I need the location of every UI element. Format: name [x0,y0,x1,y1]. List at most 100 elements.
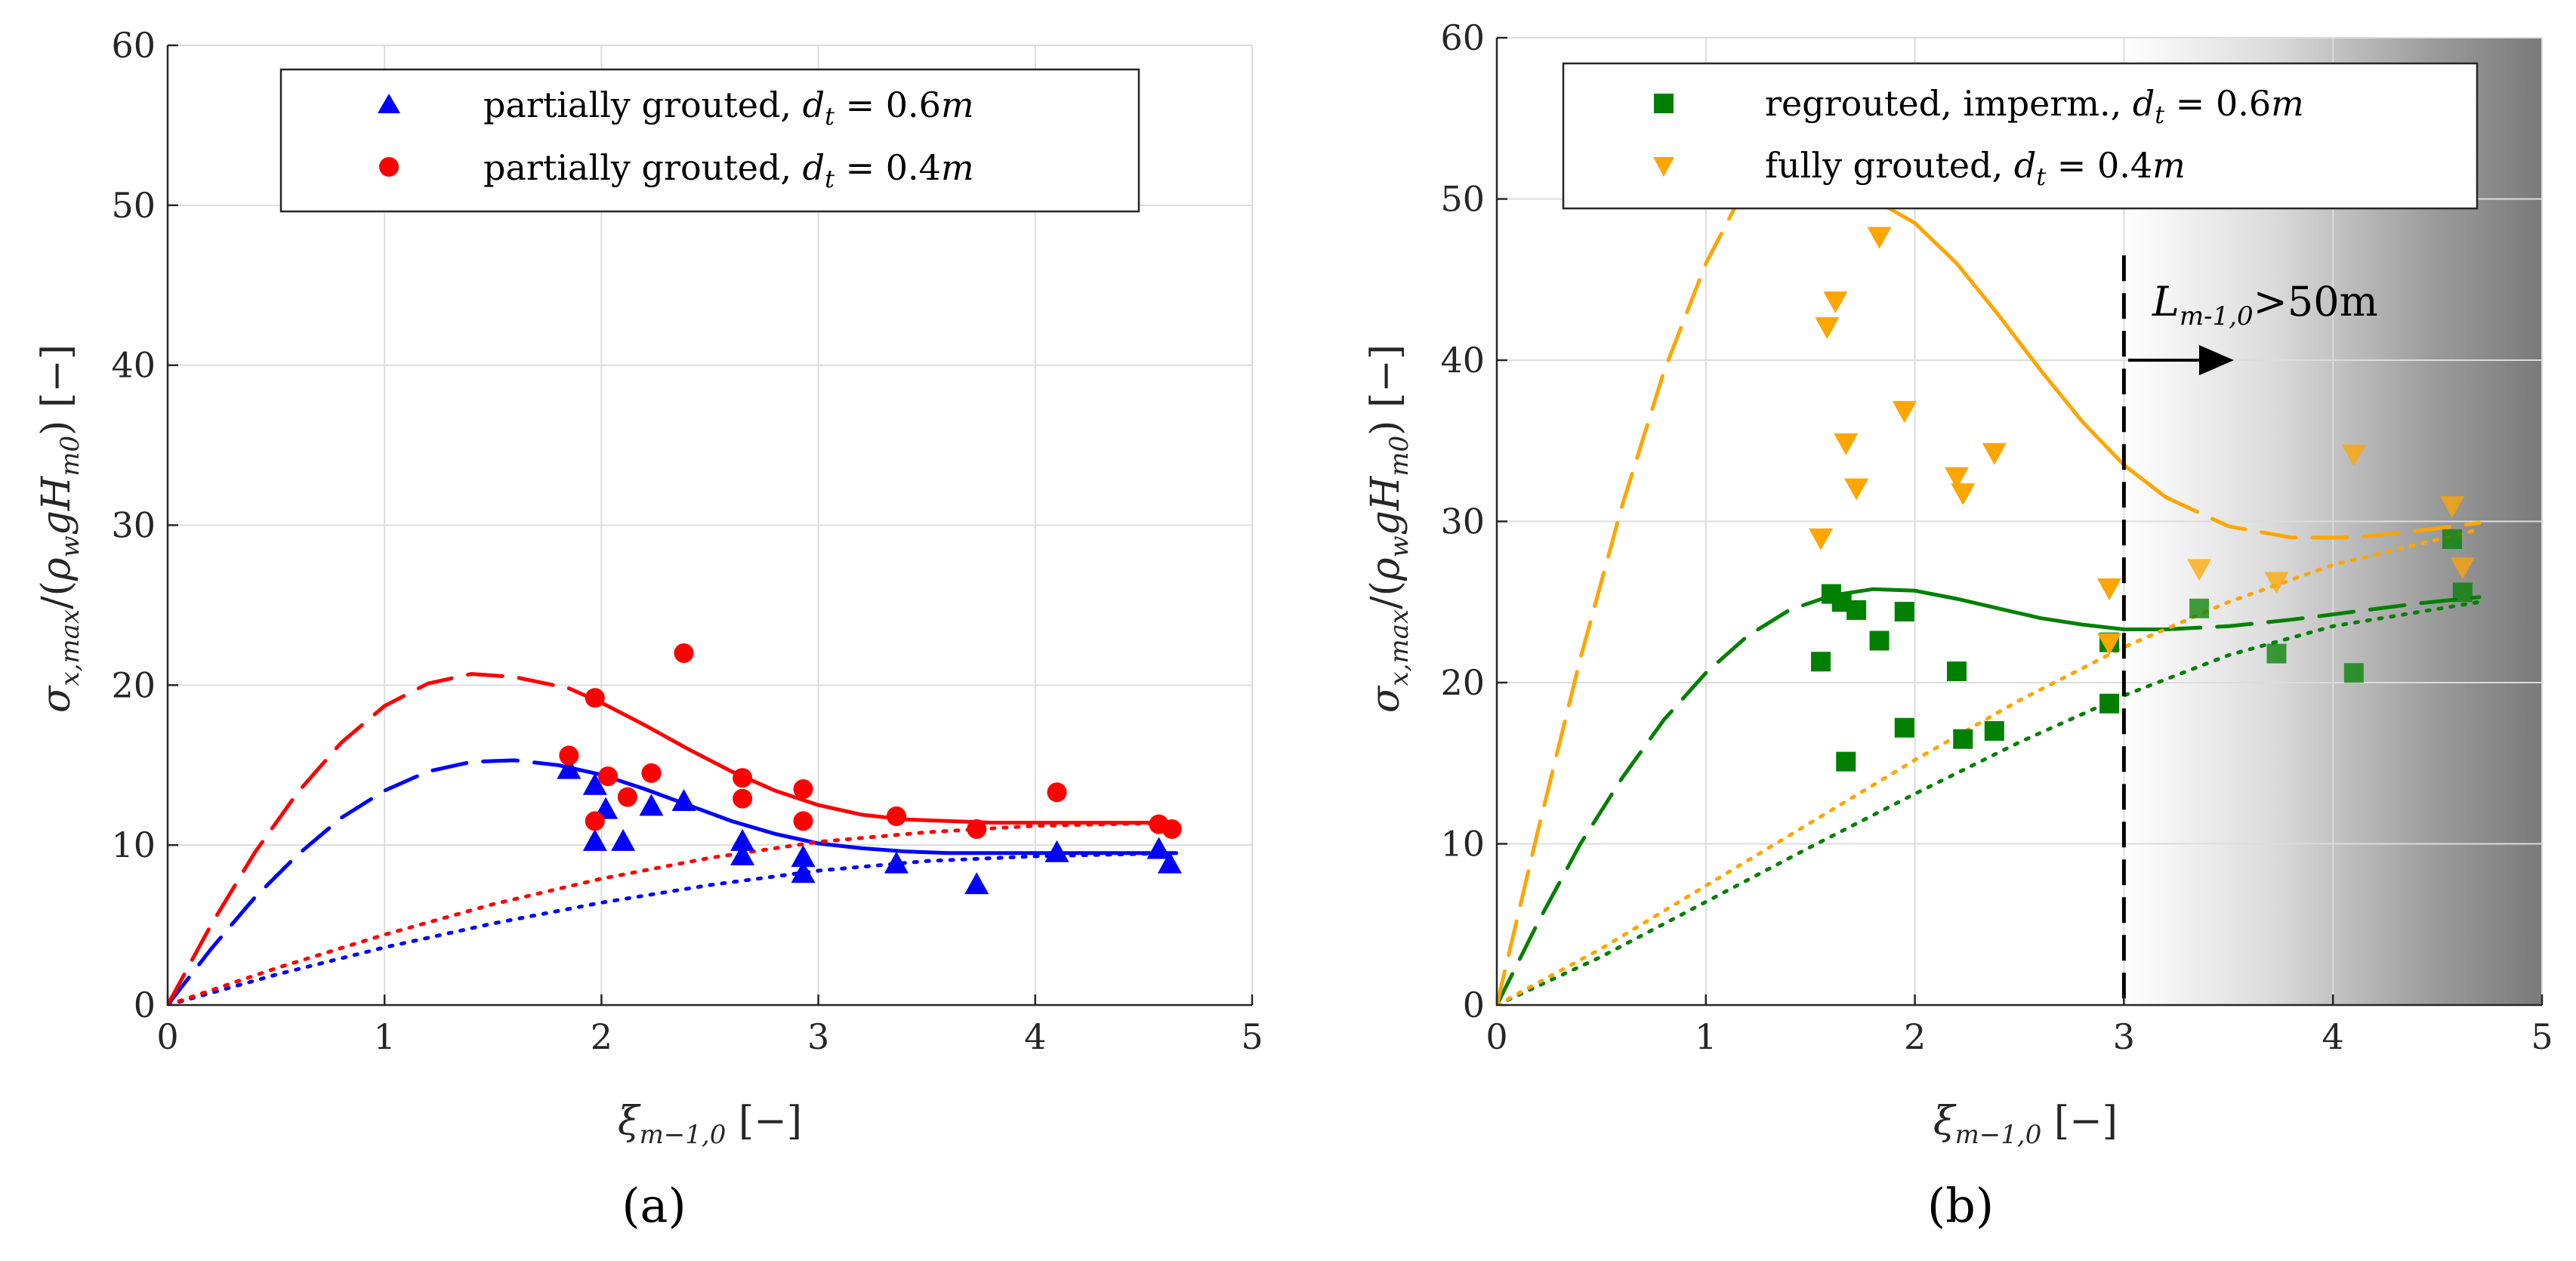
data-point [617,787,637,807]
tick-label-x: 5 [2531,1016,2553,1057]
tick-label-x: 5 [1241,1016,1263,1057]
panel-a-xlabel: ξm−1,0 [−] [618,1099,802,1150]
data-point [559,745,579,766]
data-point [2343,663,2364,683]
data-point [1836,751,1856,772]
data-point [2097,633,2122,655]
data-point [1162,819,1182,839]
data-point [884,851,909,874]
panel-b-label: (b) [1927,1178,1994,1233]
legend-marker-triangle-down [1653,157,1674,177]
legend-marker-square [1654,94,1674,113]
arrow-right-icon [2199,345,2234,375]
panel-a-legend: partially grouted, dt = 0.6m partially g… [279,68,1140,213]
data-point [582,828,607,851]
data-point [1892,401,1917,424]
tick-label-y: 0 [1463,985,1485,1025]
tick-label-x: 1 [1695,1016,1717,1057]
panel-a-label: (a) [622,1178,686,1233]
data-point [793,779,813,800]
data-point [1044,840,1069,862]
tick-label-y: 0 [134,985,156,1025]
fit-curve-dashed-1 [168,671,571,1005]
data-point [1811,652,1831,672]
data-point [2442,529,2462,549]
data-point [1047,782,1067,803]
tick-label-x: 4 [2322,1016,2344,1057]
tick-label-x: 0 [1485,1016,1507,1057]
legend-entry-green: regrouted, imperm., dt = 0.6m [1765,83,2304,129]
fit-curve-dashed-0 [1497,594,1834,1005]
data-point [730,828,755,851]
panel-a-axes [166,44,1254,1007]
panel-b-data-points [1809,227,2475,772]
data-point [1951,483,1976,506]
annotation-text: Lm-1,0>50m [2152,278,2378,331]
data-point [1157,851,1182,874]
data-point [671,788,696,811]
data-point [733,788,753,809]
fit-curve-solid-0 [1829,587,2168,631]
legend-entry-blue: partially grouted, dt = 0.6m [483,85,974,131]
panel-a-ylabel: σx,max/(ρwgHm0) [−] [34,344,85,713]
data-point [967,819,987,839]
data-point [585,811,605,831]
data-point [641,763,662,783]
tick-label-x: 0 [156,1016,178,1057]
legend-marker-triangle-up [378,94,400,113]
tick-label-y: 10 [1440,824,1485,865]
panel-b-legend-box [1562,62,2479,210]
data-point [1984,721,2004,741]
fit-curve-dashed-1 [1497,180,1750,1005]
data-point [1844,478,1869,501]
data-point [1809,528,1834,550]
fit-curve-dotted-0 [168,851,1178,1005]
data-point [1894,602,1914,622]
data-point [1869,630,1890,651]
tick-label-y: 20 [111,664,156,705]
data-point [1944,467,1969,489]
tick-label-y: 60 [1440,17,1485,58]
data-point [730,843,755,865]
data-point [2264,572,2289,594]
data-point [2097,578,2122,601]
tick-label-y: 50 [1440,179,1485,220]
data-point [791,845,816,868]
tick-label-x: 2 [591,1016,612,1057]
fit-curve-dashed-tail-1 [2164,495,2482,540]
panel-a-data-points [557,643,1182,895]
data-point [1834,433,1859,455]
legend-entry-orange: fully grouted, dt = 0.4m [1765,145,2186,191]
legend-marker-circle [379,157,399,177]
data-point [674,643,694,663]
fit-curve-solid-0 [556,763,1178,856]
data-point [1894,717,1914,738]
tick-label-y: 30 [111,505,156,546]
data-point [1846,600,1867,620]
data-point [2439,496,2464,519]
data-point [2266,643,2287,664]
legend-entry-red: partially grouted, dt = 0.4m [483,147,974,193]
fit-curve-solid-1 [566,686,1178,825]
fit-curve-dashed-0 [168,758,560,1005]
tick-label-y: 20 [1440,662,1485,703]
panel-b-axes [1495,36,2544,1007]
data-point [793,811,813,831]
tick-label-x: 2 [1904,1016,1926,1057]
fit-curve-dashed-tail-0 [2164,595,2482,631]
data-point [585,688,605,708]
data-point [791,861,816,883]
panel-a-fit-curves [168,671,1178,1005]
tick-label-y: 30 [1440,501,1485,542]
tick-label-y: 50 [111,185,156,226]
panel-b-ylabel: σx,max/(ρwgHm0) [−] [1363,344,1414,713]
data-point [1146,837,1171,859]
data-point [2189,598,2210,618]
tick-label-y: 10 [111,825,156,865]
data-point [639,794,664,816]
